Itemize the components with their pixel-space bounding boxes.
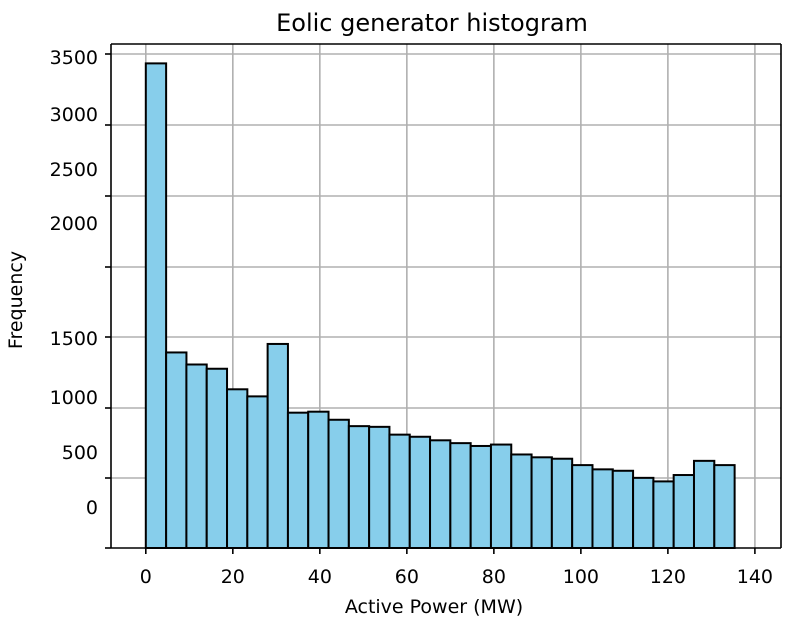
chart-title: Eolic generator histogram (276, 9, 588, 37)
histogram-bar (408, 435, 432, 549)
histogram-bar (246, 395, 269, 550)
histogram-bar (550, 457, 574, 550)
x-tick-label: 80 (482, 566, 506, 588)
bars-layer (144, 62, 736, 550)
histogram-bar (713, 464, 736, 549)
histogram-bar (266, 342, 289, 549)
x-tick-label: 120 (650, 566, 686, 588)
y-tick-label: 1500 (50, 328, 98, 350)
y-axis-label: Frequency (5, 251, 27, 349)
histogram-bar (652, 480, 675, 549)
histogram-bar (185, 363, 208, 549)
histogram-bar (469, 444, 492, 550)
histogram-bar (368, 425, 391, 549)
histogram-bar (672, 474, 695, 550)
x-tick-label: 100 (563, 566, 599, 588)
histogram-bar (307, 410, 330, 549)
x-tick-label: 60 (395, 566, 419, 588)
histogram-bar (226, 388, 249, 549)
x-tick-label: 140 (737, 566, 773, 588)
histogram-bar (165, 351, 188, 550)
histogram-bar (327, 418, 350, 549)
histogram-bar (632, 476, 655, 549)
y-tick-label: 3500 (50, 47, 98, 69)
histogram-bar (591, 468, 614, 550)
ticks-layer: 0 20 40 60 80 100 120 140 3500 3000 2500 2000 1500 10… (50, 47, 773, 588)
y-tick-label: 2000 (50, 213, 98, 235)
y-tick-label: 2500 (50, 159, 98, 181)
histogram-bar (388, 433, 411, 550)
histogram-bar (347, 425, 371, 549)
histogram-bar (571, 464, 594, 549)
x-axis-label: Active Power (MW) (345, 596, 523, 618)
histogram-bar (510, 453, 533, 549)
histogram-bar (530, 456, 553, 550)
y-tick-label: 500 (62, 442, 98, 464)
histogram-bar (449, 442, 472, 549)
histogram-bar (286, 411, 310, 550)
histogram-bar (489, 443, 513, 549)
histogram-bar (205, 367, 229, 550)
histogram-bar (611, 469, 635, 549)
x-tick-label: 40 (308, 566, 332, 588)
y-tick-label: 0 (86, 497, 98, 519)
axes-layer (110, 43, 782, 549)
x-tick-label: 0 (140, 566, 152, 588)
histogram-bar (144, 62, 168, 550)
y-tick-label: 1000 (50, 387, 98, 409)
y-tick-label: 3000 (50, 104, 98, 126)
histogram-bar (692, 459, 716, 549)
histogram-bar (429, 439, 452, 550)
x-tick-label: 20 (221, 566, 245, 588)
